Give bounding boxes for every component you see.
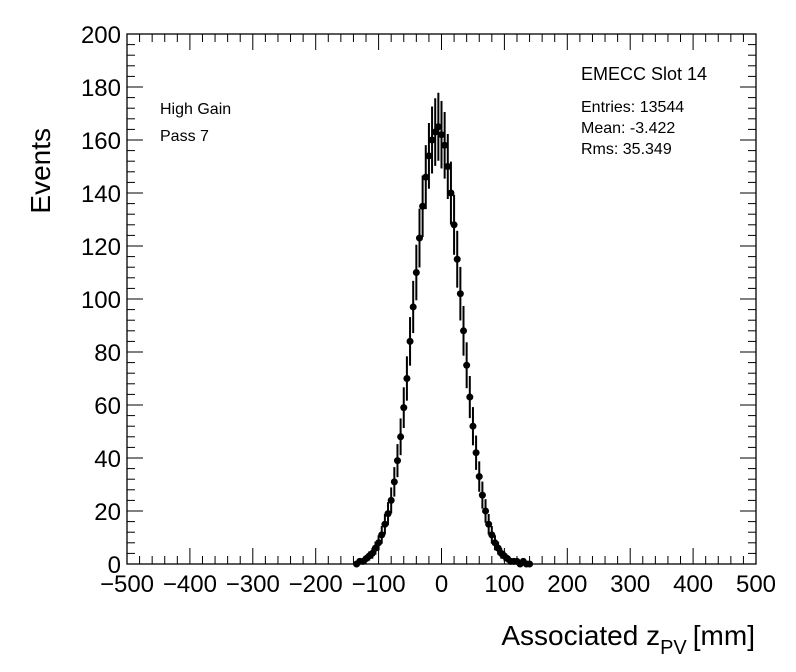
data-point	[403, 375, 411, 382]
data-point	[478, 491, 486, 499]
y-tick-label: 40	[94, 446, 121, 473]
data-point	[393, 457, 401, 465]
x-tick-label: −200	[289, 571, 343, 598]
data-point	[371, 544, 379, 552]
y-axis-title: Events	[25, 128, 56, 214]
data-point	[434, 123, 442, 131]
data-point	[466, 393, 474, 401]
x-tick-label: 400	[673, 571, 713, 598]
data-point	[431, 128, 439, 136]
data-point	[472, 449, 480, 457]
x-tick-label: −500	[100, 571, 154, 598]
data-points	[353, 92, 534, 568]
x-tick-label: 100	[484, 571, 524, 598]
data-point	[526, 560, 534, 568]
data-point	[390, 478, 398, 486]
data-point	[444, 163, 452, 170]
x-axis-title: Associated zPV [mm]	[501, 620, 755, 659]
data-point	[378, 531, 386, 539]
x-tick-label: 0	[435, 571, 448, 598]
data-point	[425, 152, 433, 160]
data-point	[384, 510, 392, 518]
x-tick-label: 200	[547, 571, 587, 598]
axis-ticks	[126, 33, 757, 565]
annotation-pass: Pass 7	[160, 128, 209, 145]
data-point	[475, 473, 483, 481]
data-point	[400, 404, 408, 412]
stats-rms: Rms: 35.349	[581, 141, 672, 158]
data-point	[494, 544, 502, 552]
y-tick-label: 0	[108, 552, 121, 579]
stats-mean: Mean: -3.422	[581, 120, 675, 137]
x-tick-label: −400	[163, 571, 217, 598]
data-point	[415, 234, 423, 242]
x-tick-labels: −500 −400 −300 −200 −100 0 100 200 300 400 500	[100, 571, 776, 598]
x-tick-label: 300	[610, 571, 650, 598]
data-point	[409, 303, 417, 311]
data-point	[428, 136, 436, 144]
y-tick-label: 100	[81, 287, 121, 314]
x-tick-label: 500	[736, 571, 776, 598]
stats-entries: Entries: 13544	[581, 99, 684, 116]
data-point	[381, 520, 389, 528]
annotation-high-gain: High Gain	[160, 101, 231, 118]
data-point	[450, 221, 458, 229]
data-point	[419, 202, 427, 210]
data-point	[463, 361, 471, 369]
data-point	[482, 507, 490, 515]
x-tick-label: −100	[352, 571, 406, 598]
data-point	[406, 337, 414, 345]
y-tick-label: 80	[94, 340, 121, 367]
y-tick-label: 200	[81, 22, 121, 49]
y-tick-label: 140	[81, 181, 121, 208]
data-point	[453, 255, 461, 263]
x-tick-label: −300	[226, 571, 280, 598]
data-point	[438, 131, 445, 139]
data-point	[447, 189, 455, 197]
data-point	[491, 539, 499, 547]
y-tick-label: 120	[81, 234, 121, 261]
stats-title: EMECC Slot 14	[581, 64, 707, 84]
y-tick-label: 160	[81, 128, 121, 155]
y-tick-label: 180	[81, 75, 121, 102]
data-point	[488, 531, 496, 539]
y-tick-label: 20	[94, 499, 121, 526]
data-point	[375, 539, 383, 547]
data-point	[460, 327, 468, 335]
data-point	[387, 496, 395, 504]
data-point	[412, 269, 420, 276]
data-point	[422, 173, 430, 181]
data-point	[441, 141, 449, 149]
y-tick-label: 60	[94, 393, 121, 420]
data-point	[469, 422, 477, 430]
data-point	[397, 433, 405, 441]
data-point	[456, 290, 464, 298]
y-tick-labels: 0 20 40 60 80 100 120 140 160 180 200	[81, 22, 121, 579]
data-point	[368, 549, 376, 557]
data-point	[485, 520, 493, 528]
